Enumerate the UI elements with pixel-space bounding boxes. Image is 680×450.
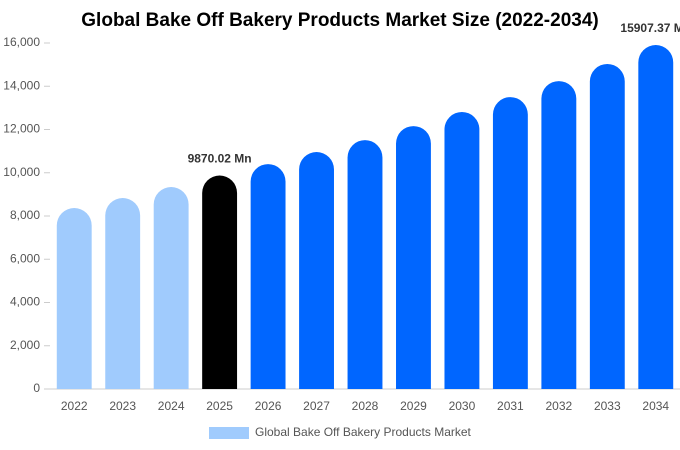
chart-title: Global Bake Off Bakery Products Market S…	[81, 10, 598, 31]
data-label: 9870.02 Mn	[188, 152, 252, 166]
x-tick-label: 2024	[158, 399, 185, 413]
y-tick-label: 12,000	[3, 122, 40, 136]
bar	[396, 126, 431, 389]
legend-swatch	[209, 427, 249, 439]
bar	[105, 198, 141, 389]
bar	[492, 97, 528, 389]
bar	[250, 164, 286, 389]
bar	[347, 140, 383, 389]
x-tick-label: 2022	[61, 399, 88, 413]
y-tick-label: 10,000	[3, 165, 40, 179]
x-tick-label: 2028	[352, 399, 379, 413]
bar	[56, 207, 92, 389]
bar	[202, 175, 238, 389]
y-tick-label: 8,000	[10, 208, 40, 222]
x-tick-label: 2029	[400, 399, 427, 413]
data-label: 15907.37 Mn	[620, 21, 680, 35]
bar	[638, 45, 674, 389]
bar	[444, 111, 480, 390]
bar	[541, 81, 577, 389]
y-tick-label: 14,000	[3, 78, 40, 92]
bar	[153, 187, 189, 389]
x-tick-label: 2030	[449, 399, 476, 413]
y-tick-label: 2,000	[10, 338, 40, 352]
y-tick-label: 16,000	[3, 35, 40, 49]
x-tick-label: 2023	[109, 399, 136, 413]
x-tick-label: 2025	[206, 399, 233, 413]
bar	[589, 63, 625, 390]
bar	[299, 151, 334, 389]
y-tick-label: 6,000	[10, 251, 40, 265]
x-tick-label: 2031	[497, 399, 524, 413]
x-tick-label: 2032	[545, 399, 572, 413]
y-tick-label: 0	[33, 381, 40, 395]
x-tick-label: 2027	[303, 399, 330, 413]
x-tick-label: 2034	[642, 399, 669, 413]
y-tick-label: 4,000	[10, 295, 40, 309]
legend-label: Global Bake Off Bakery Products Market	[255, 425, 472, 439]
x-tick-label: 2026	[255, 399, 282, 413]
x-tick-label: 2033	[594, 399, 621, 413]
